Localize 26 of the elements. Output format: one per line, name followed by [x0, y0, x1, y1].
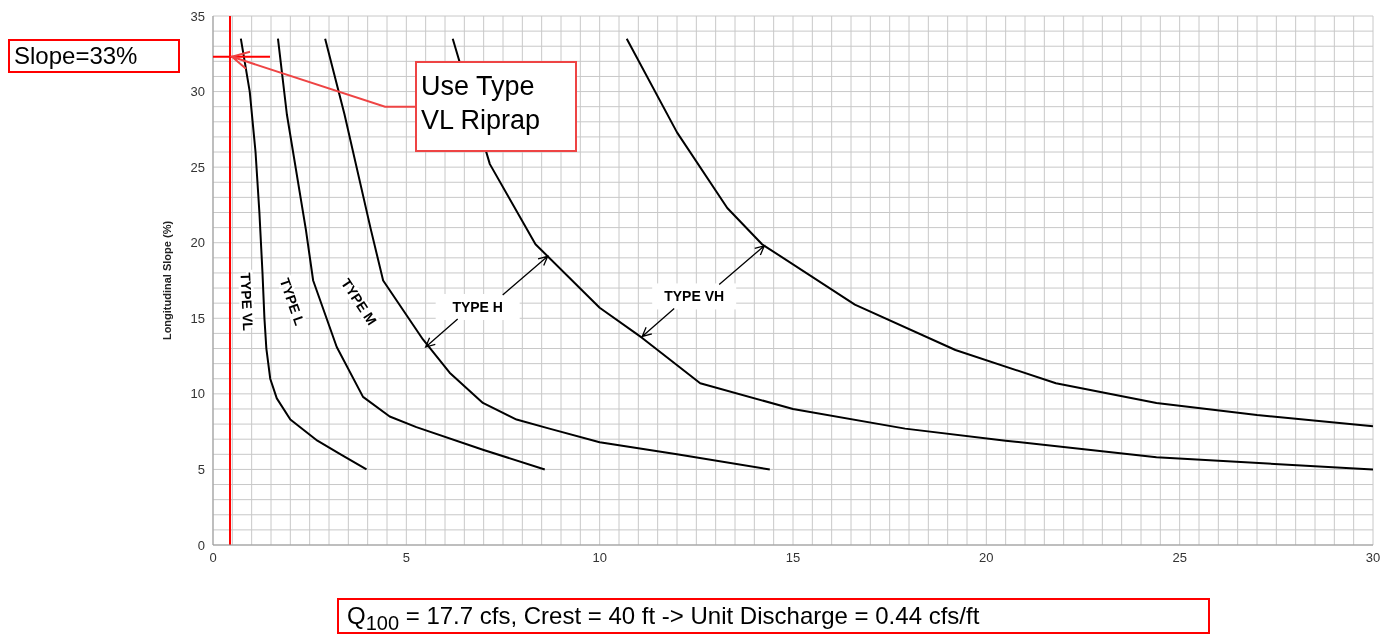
line-series — [276, 37, 546, 471]
annotation: TYPE VL — [237, 272, 257, 332]
y-tick-label: 15 — [190, 310, 205, 326]
x-tick-label: 30 — [1365, 550, 1381, 566]
y-tick-label: 5 — [197, 462, 205, 478]
x-tick-label: 0 — [209, 550, 217, 566]
y-tick-label: 10 — [190, 386, 205, 402]
y-axis-title: Longitudinal Slope (%) — [160, 220, 173, 341]
x-tick-label: 5 — [402, 550, 410, 566]
x-tick-label: 10 — [592, 550, 607, 566]
y-tick-label: 20 — [190, 235, 205, 251]
y-tick-label: 30 — [190, 84, 205, 100]
x-tick-label: 15 — [785, 550, 801, 566]
line-series — [625, 37, 1373, 428]
text: Q$_{100}$ = 17.7 cfs, Crest = 40 ft -> Unit Discharge = 0.44 cfs/ft — [337, 598, 1210, 634]
y-tick-label: 25 — [190, 159, 205, 175]
annotation: TYPE VH — [664, 288, 725, 305]
text: Slope=33% — [8, 38, 180, 73]
annotation: TYPE L — [276, 275, 308, 328]
annotation: TYPE H — [452, 299, 503, 315]
x-tick-label: 20 — [979, 550, 994, 566]
y-tick-label: 35 — [190, 8, 205, 24]
line-series — [324, 37, 771, 471]
x-tick-label: 25 — [1172, 550, 1187, 566]
annotation: Use Type VL Riprap — [415, 60, 577, 152]
y-tick-label: 0 — [197, 537, 205, 553]
